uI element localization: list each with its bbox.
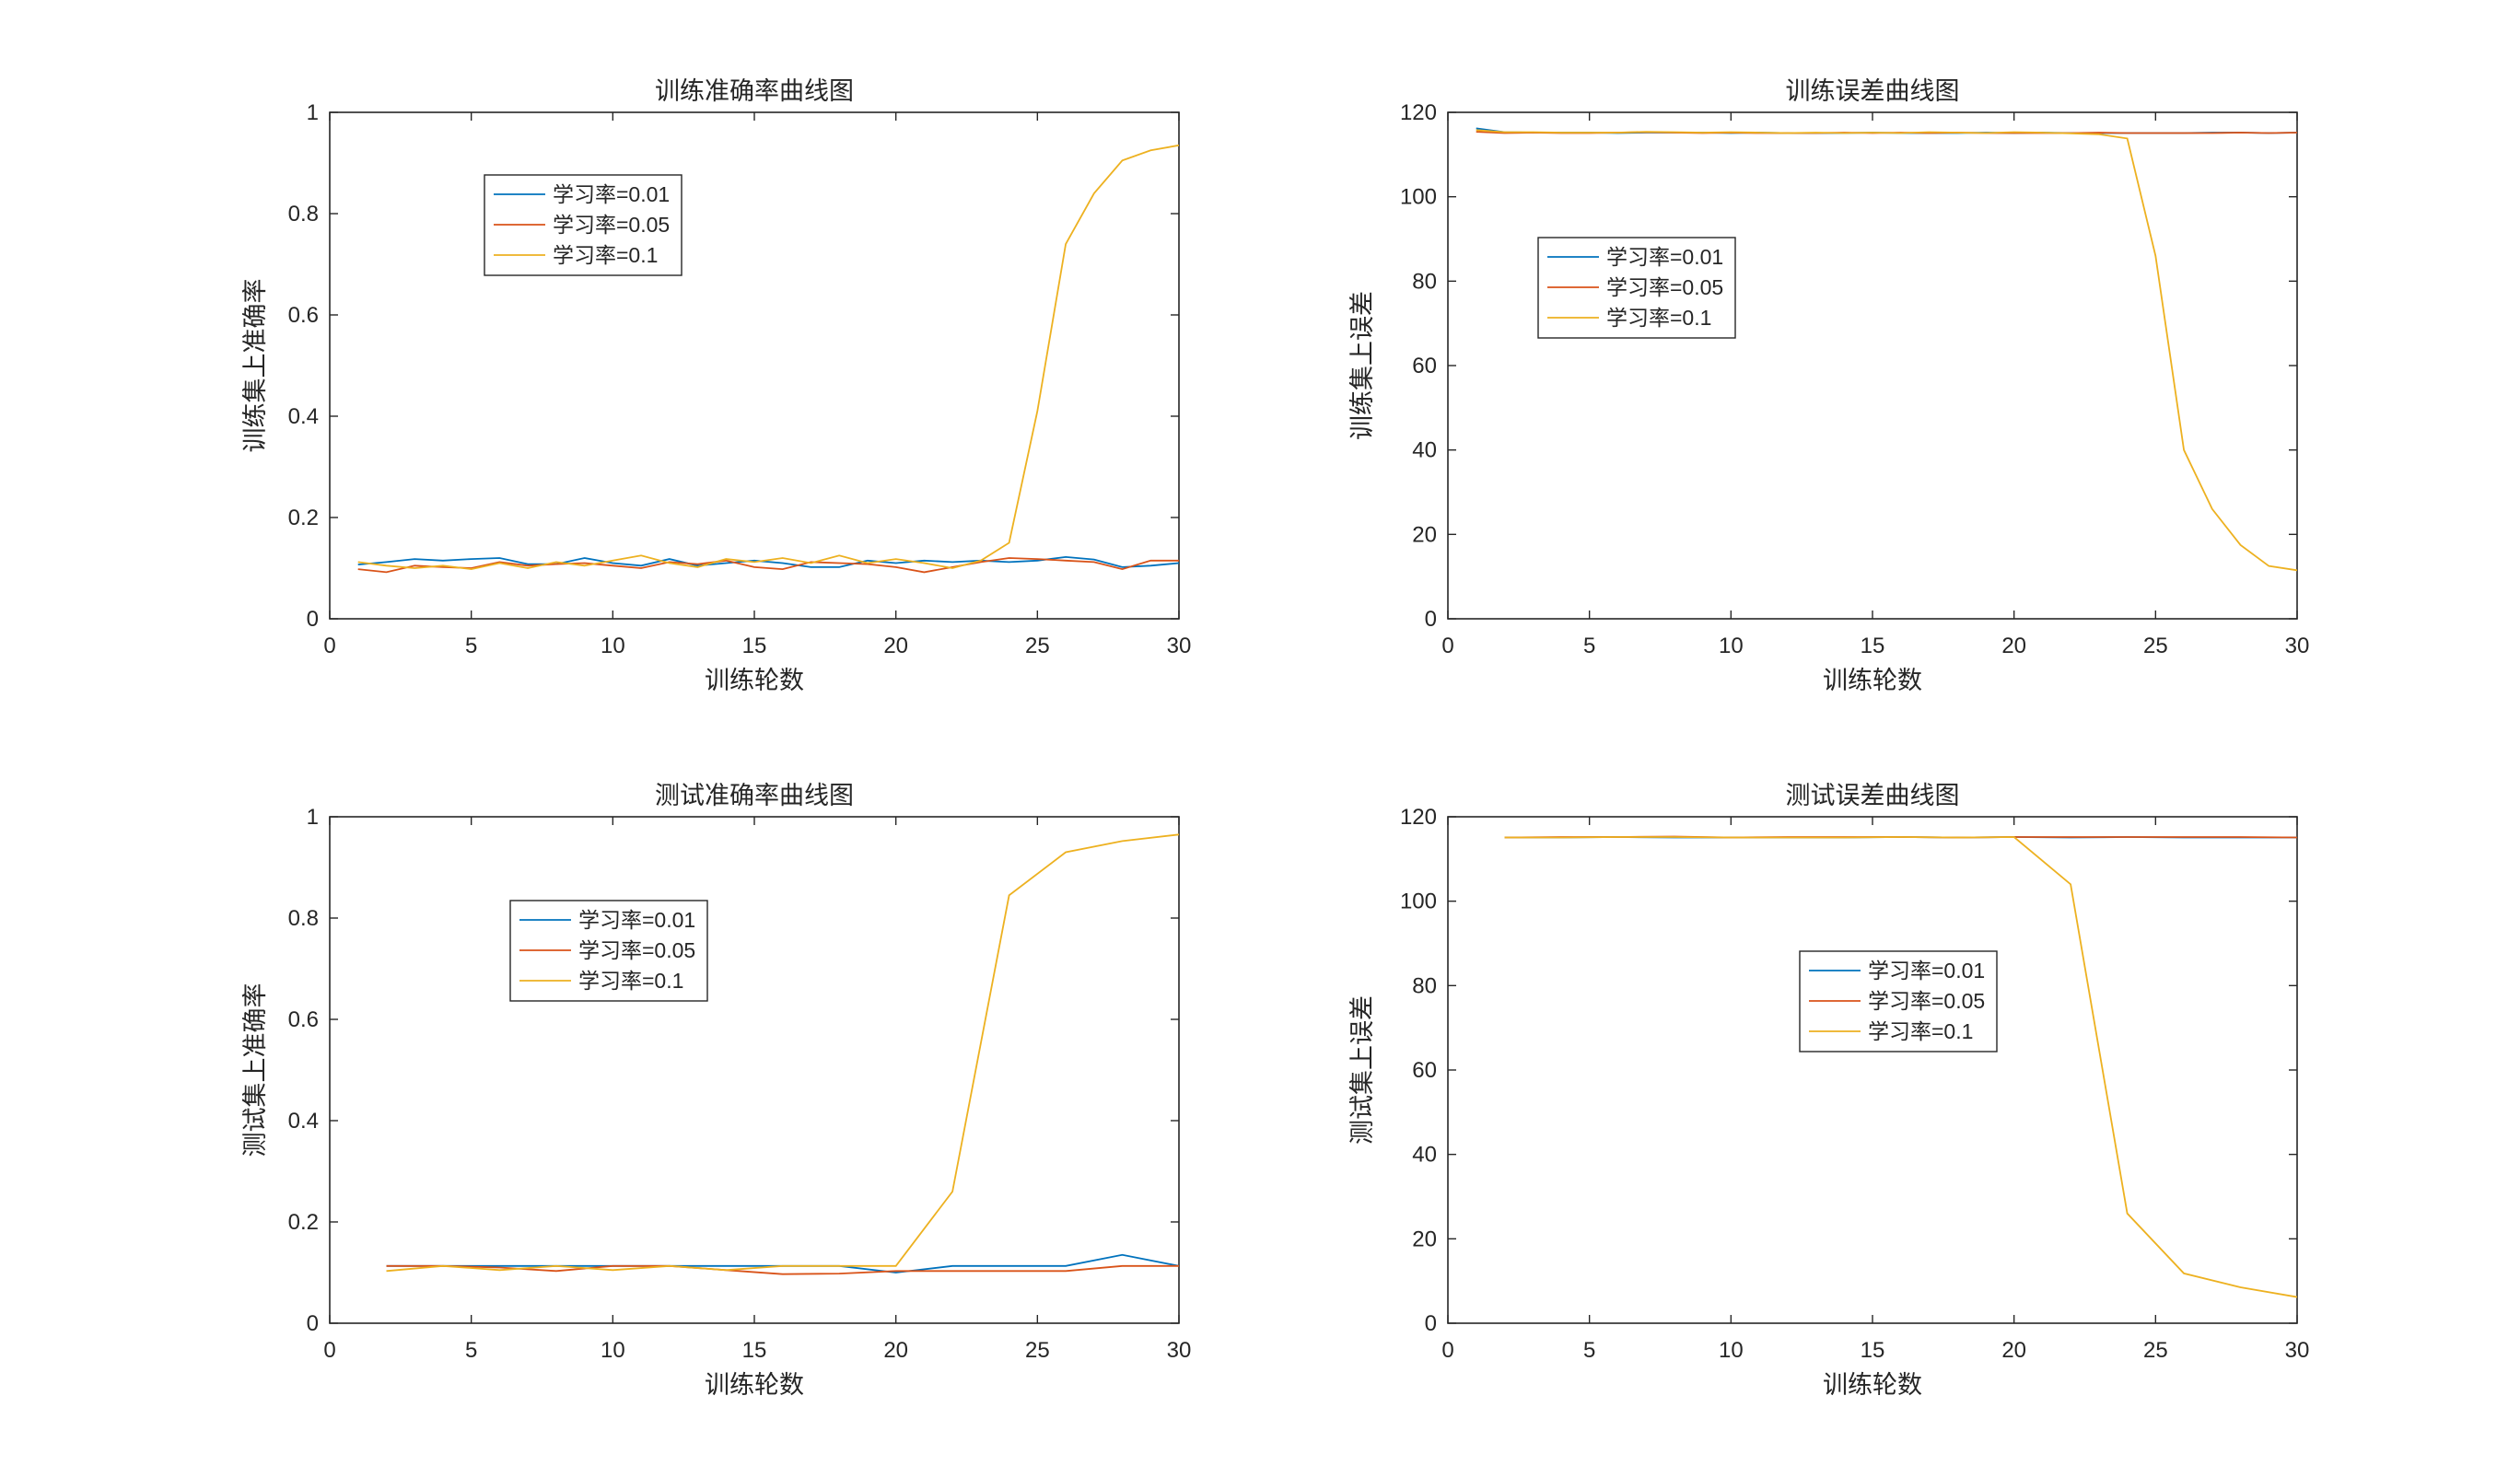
plot-area-frame: [329, 111, 1180, 620]
x-tick-label: 25: [1025, 1338, 1050, 1363]
legend-entry-label: 学习率=0.05: [553, 213, 670, 237]
y-tick-label: 0.4: [288, 404, 319, 429]
y-tick-label: 100: [1400, 185, 1437, 210]
y-tick-label: 60: [1412, 354, 1437, 378]
chart-title: 测试误差曲线图: [1786, 782, 1960, 809]
y-axis-label: 测试集上准确率: [241, 983, 269, 1157]
x-tick-label: 20: [883, 634, 908, 658]
x-tick-label: 25: [1025, 634, 1050, 658]
x-tick-label: 5: [1583, 634, 1595, 658]
x-tick-label: 20: [2001, 1338, 2026, 1363]
y-tick-label: 0: [1425, 1311, 1437, 1336]
y-tick-label: 0: [1425, 607, 1437, 632]
y-tick-label: 20: [1412, 1227, 1437, 1251]
x-tick-label: 20: [883, 1338, 908, 1363]
y-tick-label: 0.6: [288, 303, 319, 328]
x-tick-label: 15: [1861, 1338, 1885, 1363]
y-tick-label: 1: [307, 805, 319, 830]
y-axis-label: 测试集上误差: [1348, 995, 1376, 1145]
x-tick-label: 20: [2001, 634, 2026, 658]
y-tick-label: 0.8: [288, 202, 319, 227]
legend-entry-label: 学习率=0.1: [553, 243, 658, 267]
x-axis-label: 训练轮数: [705, 1371, 804, 1399]
x-tick-label: 0: [323, 634, 335, 658]
series-line-2: [1504, 836, 2297, 1298]
legend-entry-label: 学习率=0.05: [1868, 989, 1985, 1013]
x-tick-label: 0: [1441, 634, 1453, 658]
y-axis-label: 训练集上准确率: [241, 279, 269, 453]
plot-area-frame: [329, 816, 1180, 1324]
chart-title: 训练准确率曲线图: [655, 77, 854, 105]
x-tick-label: 10: [1719, 1338, 1744, 1363]
x-tick-label: 0: [323, 1338, 335, 1363]
x-tick-label: 10: [601, 634, 625, 658]
y-tick-label: 80: [1412, 973, 1437, 998]
legend-entry-label: 学习率=0.05: [578, 938, 695, 962]
x-tick-label: 5: [465, 1338, 477, 1363]
plot-area-frame: [1447, 816, 2298, 1324]
x-tick-label: 30: [2285, 634, 2310, 658]
legend-entry-label: 学习率=0.01: [1868, 959, 1985, 983]
y-tick-label: 20: [1412, 522, 1437, 547]
x-tick-label: 30: [2285, 1338, 2310, 1363]
x-tick-label: 15: [742, 1338, 767, 1363]
y-tick-label: 0.8: [288, 906, 319, 931]
series-line-2: [1476, 129, 2297, 572]
x-axis-label: 训练轮数: [1823, 667, 1922, 694]
y-tick-label: 0.4: [288, 1109, 319, 1134]
x-tick-label: 25: [2143, 1338, 2168, 1363]
x-tick-label: 30: [1167, 634, 1192, 658]
y-tick-label: 0: [307, 607, 319, 632]
legend-entry-label: 学习率=0.01: [553, 182, 670, 206]
x-tick-label: 10: [1719, 634, 1744, 658]
y-tick-label: 120: [1400, 100, 1437, 125]
x-tick-label: 15: [1861, 634, 1885, 658]
x-tick-label: 30: [1167, 1338, 1192, 1363]
x-tick-label: 5: [465, 634, 477, 658]
y-tick-label: 0: [307, 1311, 319, 1336]
chart-title: 测试准确率曲线图: [655, 782, 854, 809]
series-line-1: [357, 557, 1179, 574]
x-tick-label: 25: [2143, 634, 2168, 658]
y-tick-label: 80: [1412, 269, 1437, 294]
legend: 学习率=0.01 学习率=0.05 学习率=0.1: [1537, 237, 1736, 339]
y-tick-label: 60: [1412, 1058, 1437, 1083]
y-axis-label: 训练集上误差: [1348, 291, 1376, 440]
y-tick-label: 40: [1412, 438, 1437, 463]
chart-title: 训练误差曲线图: [1786, 77, 1960, 105]
x-axis-label: 训练轮数: [705, 667, 804, 694]
y-tick-label: 120: [1400, 805, 1437, 830]
y-tick-label: 40: [1412, 1143, 1437, 1168]
legend-entry-label: 学习率=0.1: [578, 969, 683, 993]
series-line-2: [386, 833, 1179, 1273]
x-axis-label: 训练轮数: [1823, 1371, 1922, 1399]
legend-entry-label: 学习率=0.05: [1606, 275, 1723, 299]
y-tick-label: 0.2: [288, 1210, 319, 1235]
legend: 学习率=0.01 学习率=0.05 学习率=0.1: [509, 900, 708, 1002]
x-tick-label: 0: [1441, 1338, 1453, 1363]
legend-entry-label: 学习率=0.1: [1868, 1019, 1973, 1043]
legend-entry-label: 学习率=0.01: [1606, 245, 1723, 269]
x-tick-label: 5: [1583, 1338, 1595, 1363]
x-tick-label: 15: [742, 634, 767, 658]
y-tick-label: 0.2: [288, 506, 319, 530]
legend-entry-label: 学习率=0.1: [1606, 306, 1711, 330]
series-line-2: [357, 144, 1179, 571]
y-tick-label: 100: [1400, 890, 1437, 914]
legend: 学习率=0.01 学习率=0.05 学习率=0.1: [484, 174, 682, 276]
y-tick-label: 0.6: [288, 1007, 319, 1032]
x-tick-label: 10: [601, 1338, 625, 1363]
plot-area-frame: [1447, 111, 2298, 620]
legend: 学习率=0.01 学习率=0.05 学习率=0.1: [1799, 950, 1998, 1053]
legend-entry-label: 学习率=0.01: [578, 908, 695, 932]
y-tick-label: 1: [307, 100, 319, 125]
